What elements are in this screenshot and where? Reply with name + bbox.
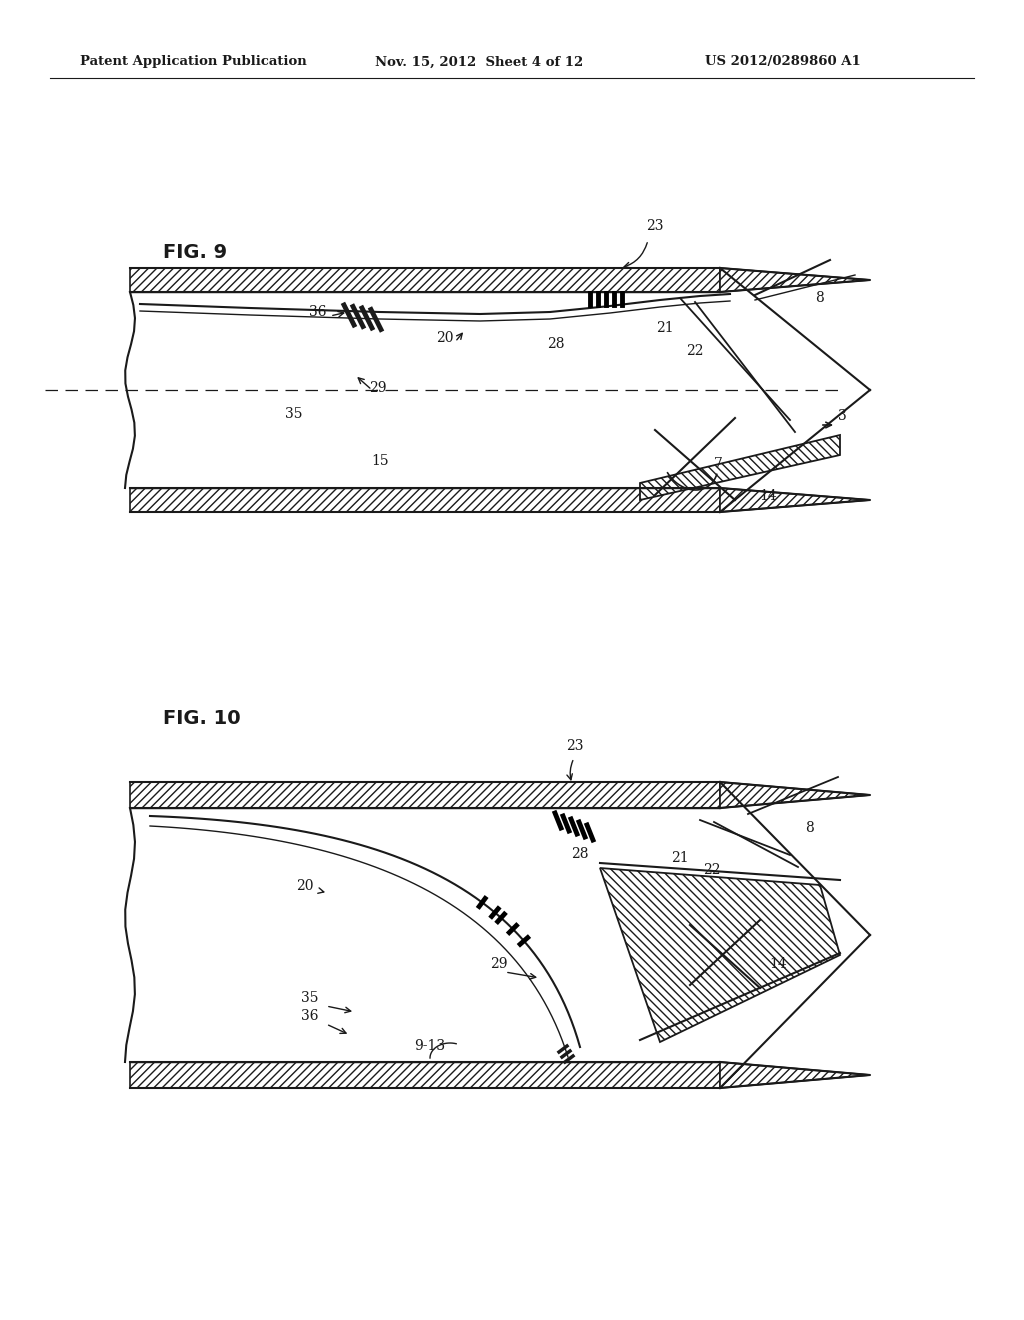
- Text: 23: 23: [646, 219, 664, 234]
- Text: 22: 22: [686, 345, 703, 358]
- Text: FIG. 10: FIG. 10: [163, 709, 241, 727]
- Text: 20: 20: [296, 879, 313, 894]
- Text: FIG. 9: FIG. 9: [163, 243, 227, 261]
- Text: US 2012/0289860 A1: US 2012/0289860 A1: [705, 55, 861, 69]
- Text: 28: 28: [571, 847, 589, 861]
- Text: 14: 14: [759, 488, 777, 503]
- Text: 3: 3: [838, 409, 847, 422]
- Polygon shape: [130, 488, 720, 512]
- Text: 15: 15: [371, 454, 389, 469]
- Text: 9-13: 9-13: [415, 1039, 445, 1053]
- Text: 21: 21: [656, 321, 674, 335]
- Polygon shape: [130, 268, 720, 292]
- Polygon shape: [720, 781, 870, 808]
- Text: 8: 8: [806, 821, 814, 836]
- Text: 20: 20: [436, 331, 454, 345]
- Text: Nov. 15, 2012  Sheet 4 of 12: Nov. 15, 2012 Sheet 4 of 12: [375, 55, 584, 69]
- Text: 36: 36: [301, 1008, 318, 1023]
- Text: 8: 8: [816, 290, 824, 305]
- Text: 35: 35: [286, 407, 303, 421]
- Polygon shape: [130, 781, 720, 808]
- Text: 21: 21: [671, 851, 689, 865]
- Text: Patent Application Publication: Patent Application Publication: [80, 55, 307, 69]
- Text: 7: 7: [714, 457, 723, 471]
- Text: 35: 35: [301, 991, 318, 1005]
- Text: 36: 36: [309, 305, 327, 319]
- Polygon shape: [720, 488, 870, 512]
- Text: 28: 28: [547, 337, 565, 351]
- Polygon shape: [600, 869, 840, 1041]
- Text: 23: 23: [566, 739, 584, 752]
- Polygon shape: [720, 268, 870, 292]
- Text: 22: 22: [703, 863, 721, 876]
- Text: 29: 29: [490, 957, 508, 972]
- Polygon shape: [640, 436, 840, 500]
- Polygon shape: [130, 1063, 720, 1088]
- Polygon shape: [720, 1063, 870, 1088]
- Text: 29: 29: [370, 381, 387, 395]
- Text: 14: 14: [769, 957, 786, 972]
